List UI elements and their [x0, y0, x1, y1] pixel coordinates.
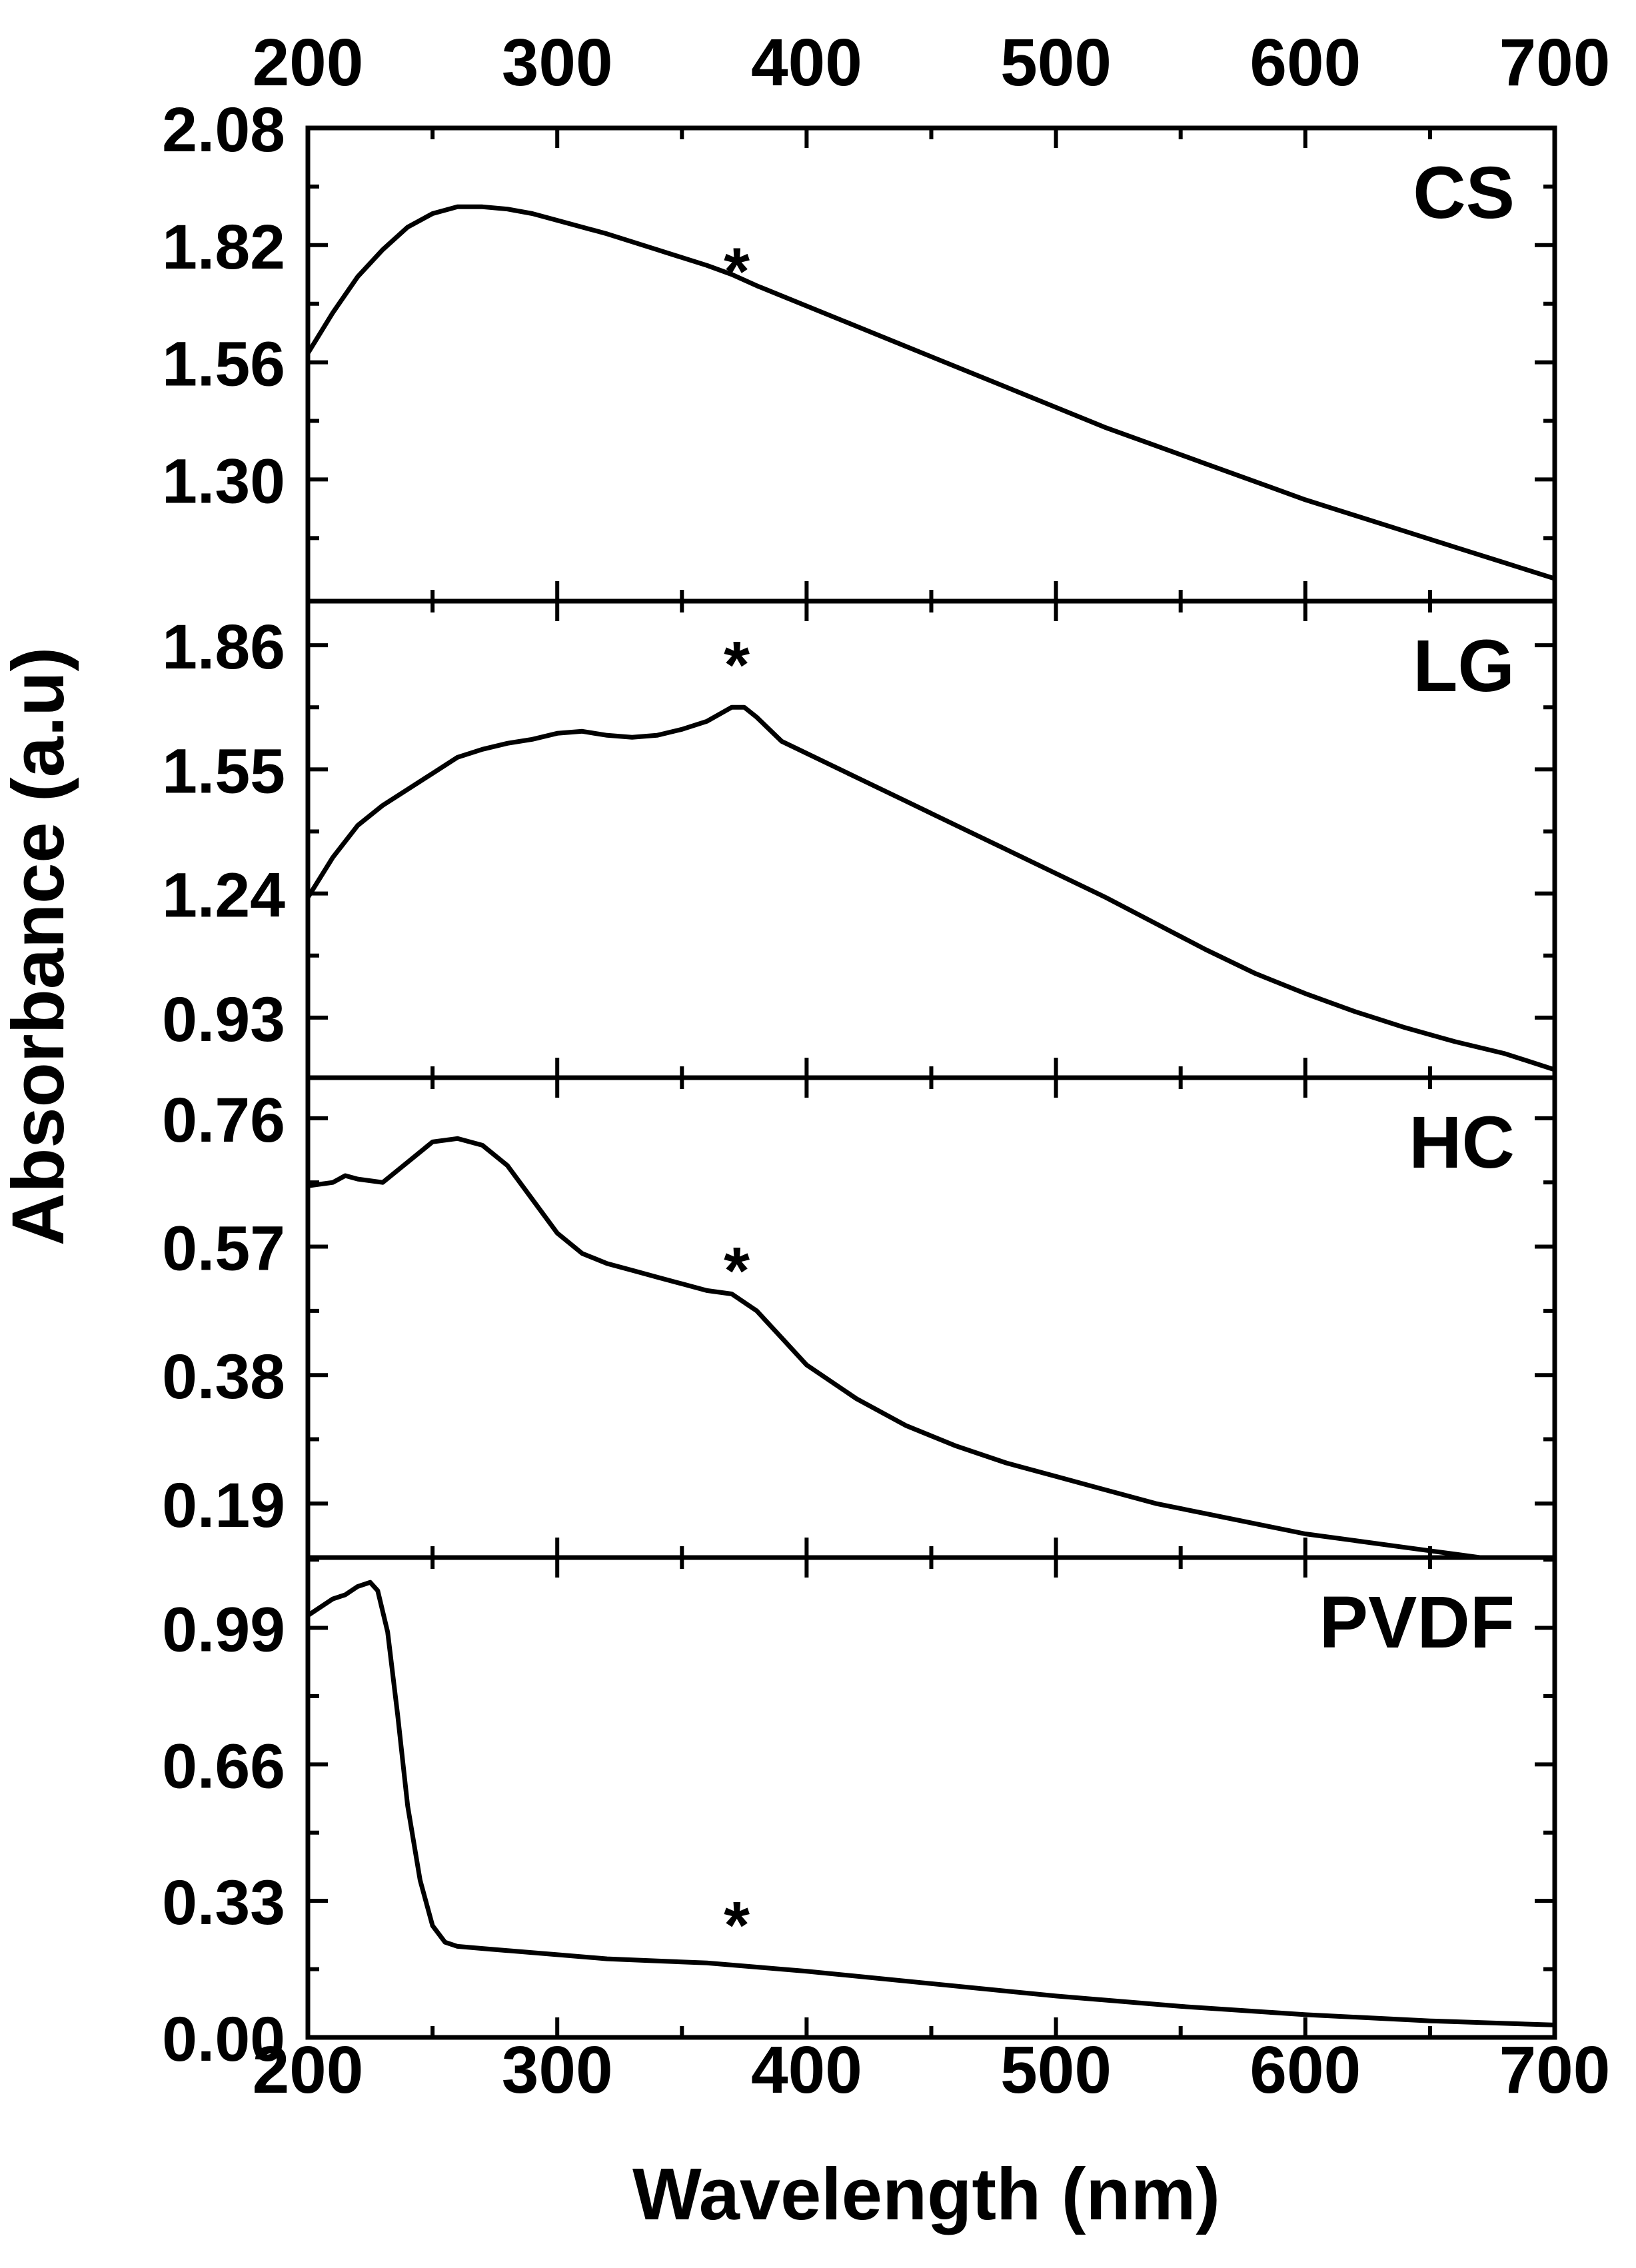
y-tick-label: 0.76	[162, 1085, 285, 1156]
x-tick-label-top: 400	[751, 25, 862, 100]
bottom-x-tick-labels: 200 300 400 500 600 700	[253, 2033, 1611, 2107]
y-tick-label: 0.66	[162, 1731, 285, 1801]
y-tick-label: 1.82	[162, 212, 285, 283]
y-axis-label: Absorbance (a.u)	[0, 647, 79, 1246]
y-tick-label: 0.38	[162, 1342, 285, 1412]
panel-pvdf: 0.00 0.33 0.66 0.99 * PVDF	[162, 1555, 1557, 2075]
x-tick-label-top: 500	[1000, 25, 1112, 100]
x-axis-label: Wavelength (nm)	[632, 2153, 1220, 2235]
y-tick-label: 2.08	[162, 95, 285, 165]
x-tick-label-bottom: 200	[253, 2033, 364, 2107]
y-tick-label: 1.30	[162, 446, 285, 517]
panel-label: LG	[1413, 625, 1515, 707]
x-tick-label-bottom: 500	[1000, 2033, 1112, 2107]
panel-frame	[305, 125, 1557, 604]
panel-label: HC	[1409, 1102, 1515, 1184]
y-tick-label: 0.93	[162, 984, 285, 1055]
y-tick-label: 0.99	[162, 1595, 285, 1666]
series-line-cs	[308, 204, 1555, 581]
y-tick-label: 0.33	[162, 1867, 285, 1938]
top-x-tick-labels: 200 300 400 500 600 700	[253, 25, 1611, 100]
panel-frame	[305, 1555, 1557, 2040]
x-tick-label-top: 200	[253, 25, 364, 100]
y-tick-label: 1.55	[162, 736, 285, 806]
y-tick-label: 1.86	[162, 612, 285, 682]
panel-lg: 0.93 1.24 1.55 1.86 * LG	[162, 598, 1557, 1080]
x-tick-label-top: 600	[1249, 25, 1361, 100]
panel-label: CS	[1413, 152, 1515, 234]
panel-label: PVDF	[1319, 1582, 1515, 1664]
panel-hc: 0.19 0.38 0.57 0.76 * HC	[162, 1075, 1557, 1560]
panel-cs: 1.30 1.56 1.82 2.08 * CS	[162, 95, 1557, 604]
panel-frame	[305, 1075, 1557, 1560]
panel-frame	[305, 598, 1557, 1080]
x-tick-label-top: 700	[1499, 25, 1611, 100]
y-tick-label: 0.00	[162, 2004, 285, 2075]
x-tick-label-top: 300	[502, 25, 613, 100]
annotation-asterisk: *	[724, 235, 750, 309]
x-tick-label-bottom: 600	[1249, 2033, 1361, 2107]
series-line-pvdf	[308, 1580, 1555, 2027]
y-tick-label: 0.57	[162, 1214, 285, 1284]
annotation-asterisk: *	[724, 628, 750, 702]
series-line-hc	[308, 1136, 1497, 1558]
y-tick-label: 1.56	[162, 329, 285, 400]
annotation-asterisk: *	[724, 1888, 750, 1963]
y-tick-label: 1.24	[162, 860, 285, 931]
annotation-asterisk: *	[724, 1234, 750, 1308]
series-line-lg	[308, 704, 1555, 1072]
x-tick-label-bottom: 400	[751, 2033, 862, 2107]
x-tick-label-bottom: 300	[502, 2033, 613, 2107]
x-tick-label-bottom: 700	[1499, 2033, 1611, 2107]
panels-group: 1.301.561.822.08*CS0.931.241.551.86 * LG0.…	[162, 95, 1557, 2075]
y-tick-label: 0.19	[162, 1470, 285, 1541]
